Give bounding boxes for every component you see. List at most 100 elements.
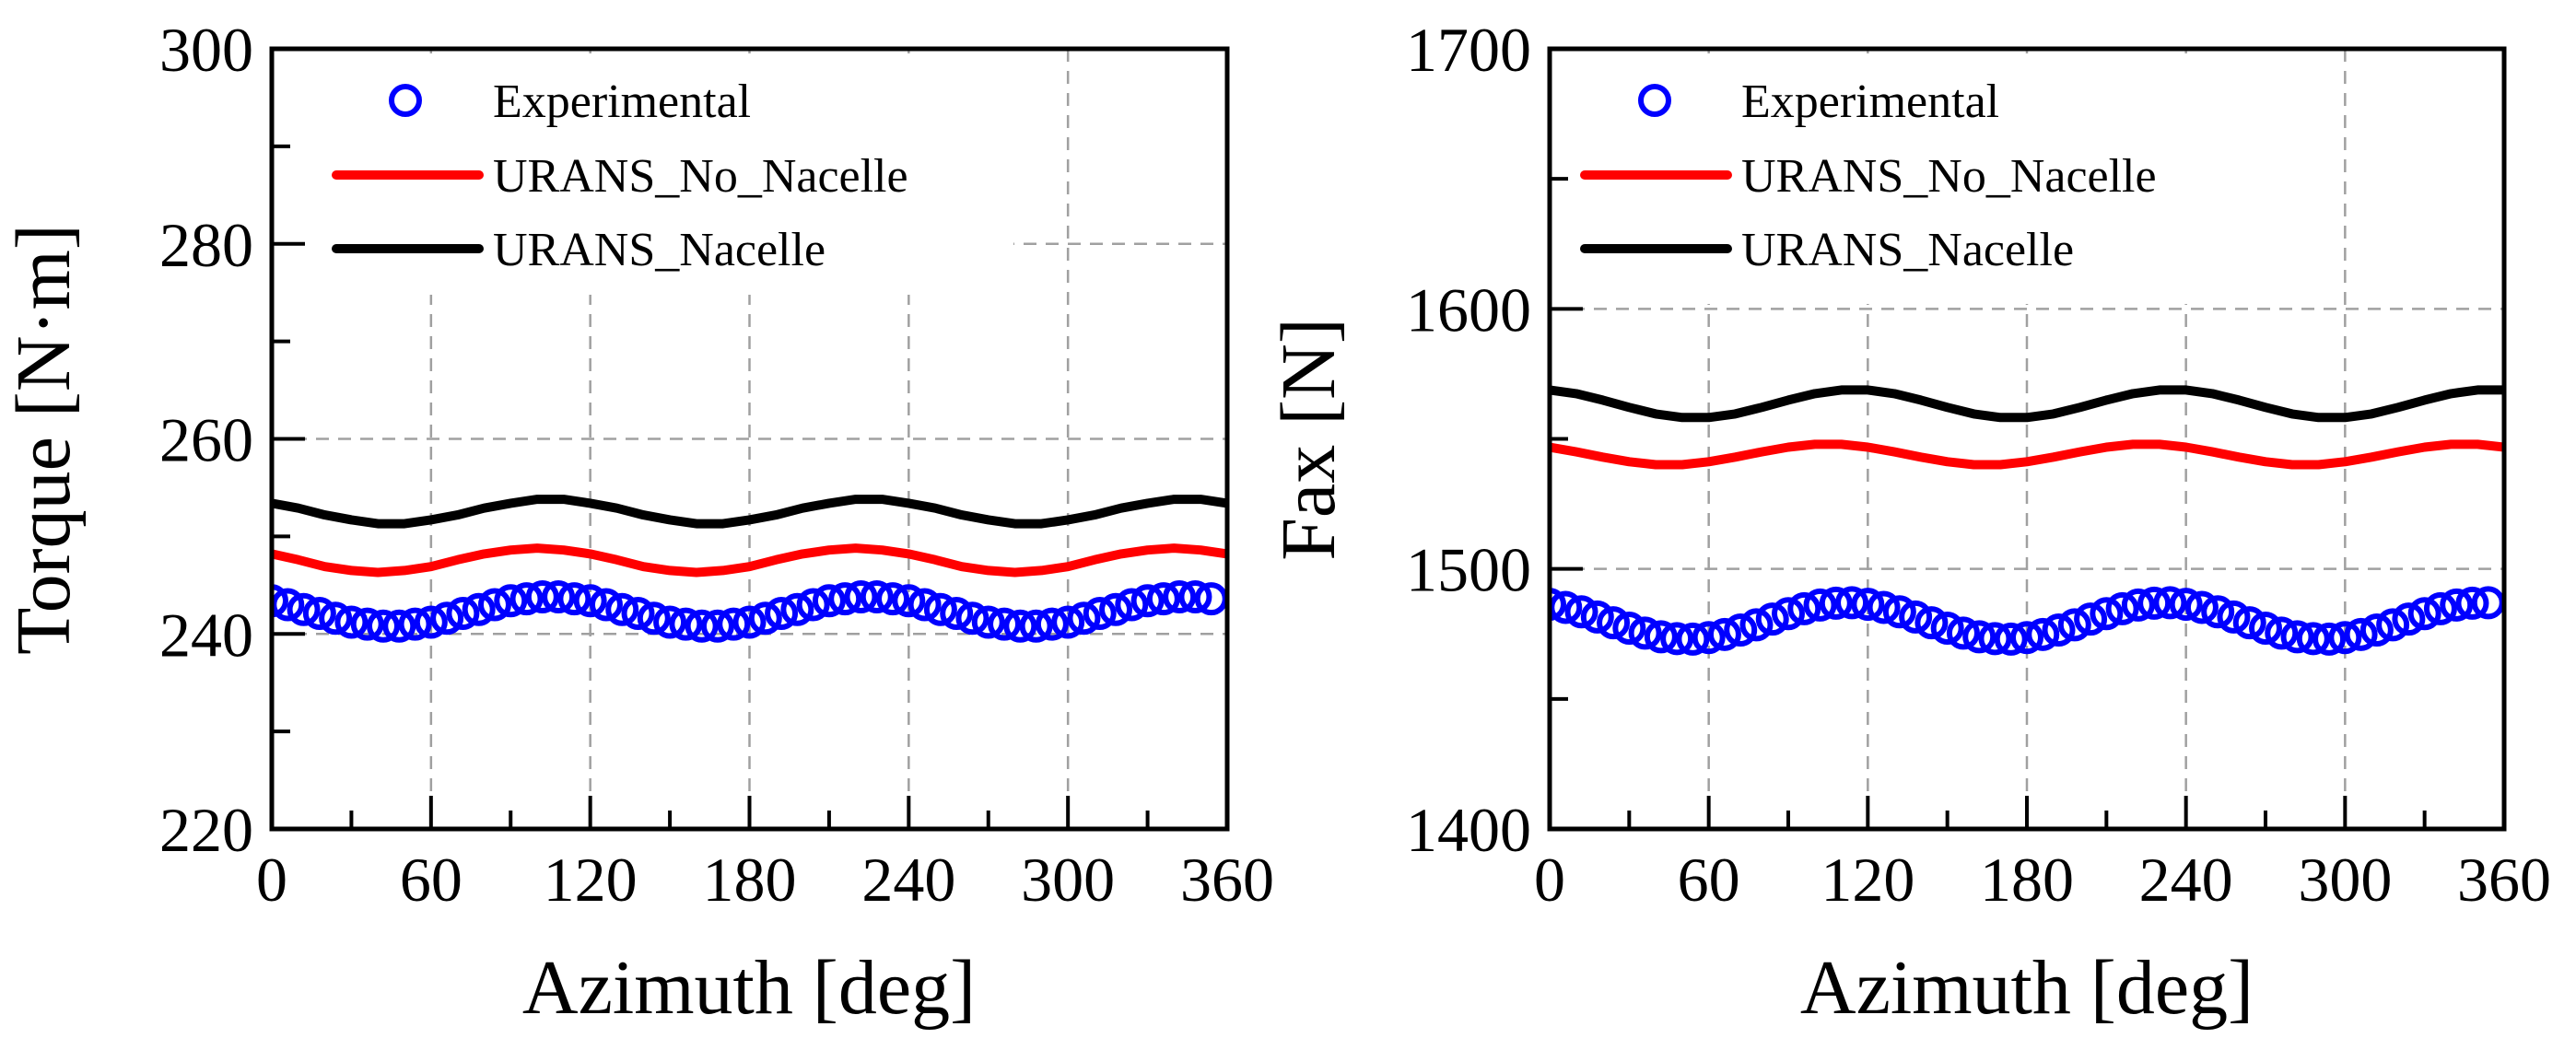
data-point (1083, 597, 1117, 631)
data-point (732, 605, 767, 639)
series-urans-nacelle (272, 495, 1227, 529)
data-point (1755, 602, 1789, 636)
data-point (2026, 617, 2060, 651)
y-axis-label: Torque [N·m] (1, 224, 87, 655)
data-point (955, 601, 989, 636)
legend-label: Experimental (1741, 76, 1999, 128)
data-point (812, 584, 846, 618)
data-point (462, 592, 496, 626)
data-point (669, 607, 703, 641)
data-point (557, 582, 591, 616)
x-tick-label: 180 (1980, 845, 2074, 915)
data-point (2153, 586, 2187, 620)
data-point (700, 609, 734, 643)
y-tick-label: 280 (159, 210, 253, 280)
data-point (398, 607, 432, 641)
data-point (2137, 586, 2172, 620)
data-point (1978, 622, 2012, 656)
data-point (780, 592, 814, 626)
data-point (1803, 588, 1837, 622)
data-point (1739, 608, 1774, 642)
data-point (1130, 584, 1165, 618)
legend-marker-icon (1638, 84, 1671, 117)
data-point (876, 582, 910, 616)
legend-label: URANS_No_Nacelle (1741, 150, 2157, 203)
data-point (796, 588, 830, 622)
x-tick-label: 360 (2457, 845, 2551, 915)
data-point (2296, 622, 2330, 656)
data-point (2280, 620, 2314, 654)
data-point (1882, 595, 1916, 629)
data-point (430, 601, 464, 636)
data-point (1564, 595, 1598, 629)
data-point (748, 601, 782, 636)
y-tick-label: 1700 (1406, 15, 1531, 85)
data-point (477, 588, 511, 622)
data-point (1612, 612, 1646, 646)
data-point (366, 609, 400, 643)
data-point (1787, 591, 1821, 625)
x-tick-label: 0 (1534, 845, 1565, 915)
x-tick-label: 240 (2139, 845, 2233, 915)
x-axis-label: Azimuth [deg] (1800, 945, 2254, 1031)
data-point (988, 607, 1022, 641)
data-point (2232, 606, 2266, 640)
data-point (2090, 597, 2124, 631)
data-point (1115, 588, 1149, 622)
x-tick-label: 180 (703, 845, 797, 915)
data-point (2359, 613, 2394, 648)
data-point (525, 580, 559, 614)
torque-chart: Torque [N·m] Azimuth [deg] 0 60 120 180 240 3… (1, 15, 1274, 1031)
fax-chart: Fax [N] Azimuth [deg] 0 60 120 180 240 300 360… (1266, 15, 2551, 1031)
x-tick-label: 300 (1021, 845, 1115, 915)
data-point (907, 588, 942, 622)
data-point (2217, 600, 2251, 634)
data-point (971, 605, 1005, 639)
x-tick-label: 0 (256, 845, 287, 915)
data-point (1003, 609, 1037, 643)
data-point (573, 584, 607, 618)
x-axis-label: Azimuth [deg] (522, 945, 976, 1031)
x-tick-label: 60 (1678, 845, 1740, 915)
data-point (287, 592, 321, 626)
data-point (2121, 588, 2155, 622)
data-point (350, 607, 384, 641)
data-point (1772, 597, 1805, 631)
y-tick-label: 1600 (1406, 274, 1531, 344)
data-point (2184, 590, 2219, 624)
y-axis-label: Fax [N] (1266, 318, 1352, 561)
data-point (302, 597, 336, 631)
data-point (1724, 613, 1758, 648)
data-point (414, 605, 448, 639)
data-point (653, 605, 687, 639)
series-line (272, 543, 1227, 578)
data-point (1146, 582, 1180, 616)
data-point (1035, 607, 1069, 641)
data-point (2455, 586, 2489, 620)
plot-frame (1547, 46, 2507, 832)
data-point (2265, 616, 2299, 650)
data-point (1867, 590, 1901, 624)
data-point (923, 592, 957, 626)
data-point (892, 584, 926, 618)
data-point (1550, 588, 1566, 622)
series-line (272, 495, 1227, 529)
y-tick-label: 1500 (1406, 535, 1531, 605)
data-point (2440, 588, 2474, 622)
data-point (2407, 597, 2441, 631)
data-point (1707, 617, 1741, 651)
data-point (1994, 622, 2028, 656)
data-point (382, 609, 416, 643)
data-point (1067, 601, 1101, 636)
data-point (2042, 613, 2076, 648)
legend-label: Experimental (493, 76, 751, 128)
data-point (685, 609, 719, 643)
legend: Experimental URANS_No_Nacelle URANS_Nacell… (332, 76, 908, 276)
y-tick-label: 240 (159, 600, 253, 670)
data-point (1899, 600, 1933, 634)
y-tick-label: 300 (159, 15, 253, 85)
legend-label: URANS_Nacelle (493, 224, 825, 276)
data-point (1051, 605, 1085, 639)
legend: Experimental URANS_No_Nacelle URANS_Nacell… (1580, 76, 2157, 276)
data-point (2201, 595, 2235, 629)
